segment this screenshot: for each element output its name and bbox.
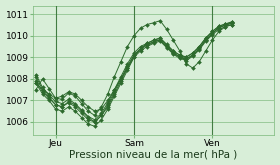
X-axis label: Pression niveau de la mer( hPa ): Pression niveau de la mer( hPa )	[69, 149, 238, 159]
